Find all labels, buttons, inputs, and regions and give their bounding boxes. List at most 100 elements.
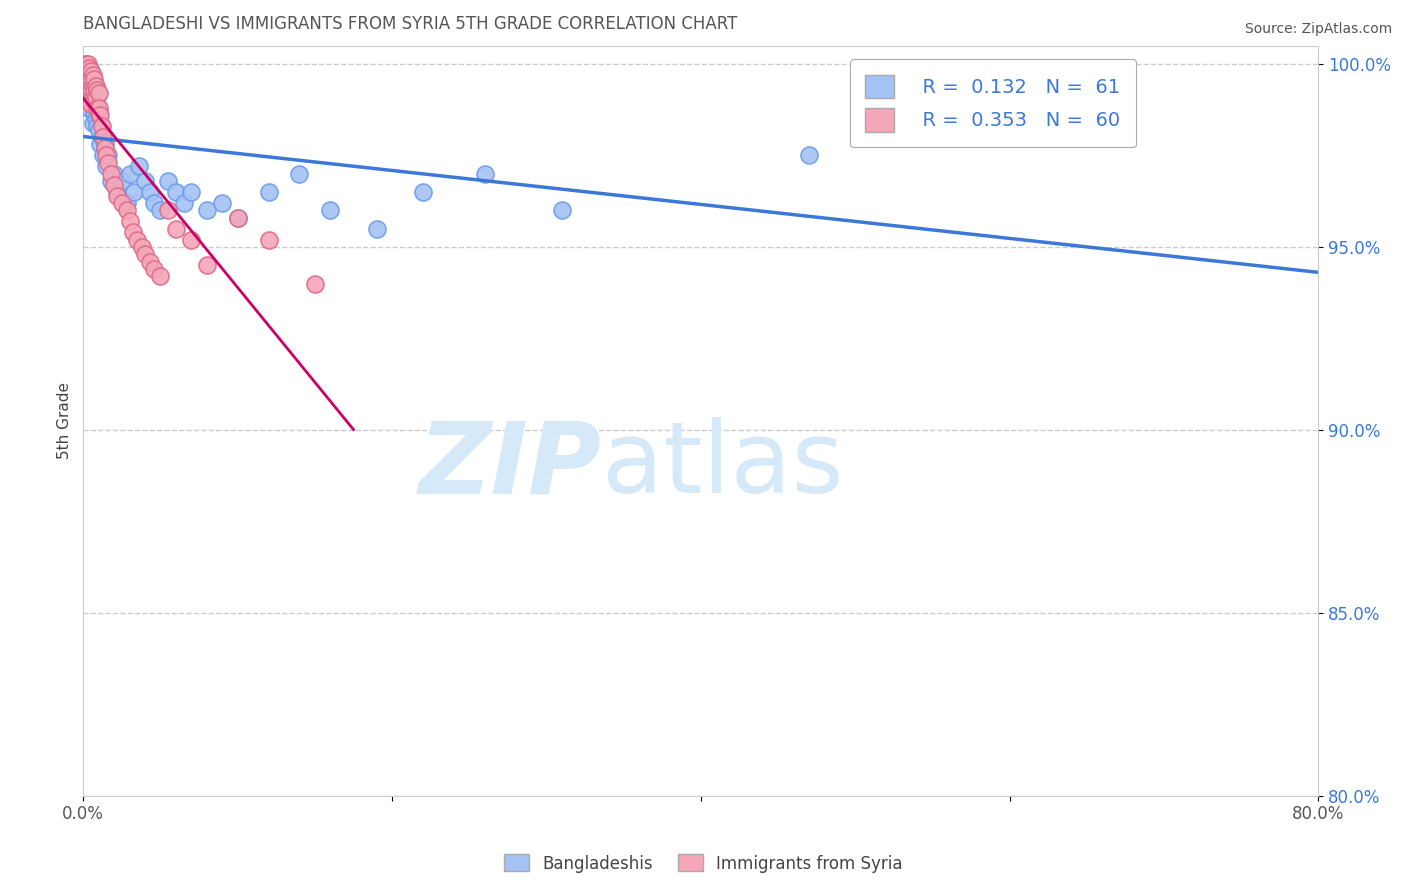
Point bbox=[149, 203, 172, 218]
Text: ZIP: ZIP bbox=[419, 417, 602, 514]
Point bbox=[195, 203, 218, 218]
Point bbox=[366, 221, 388, 235]
Point bbox=[86, 82, 108, 96]
Text: BANGLADESHI VS IMMIGRANTS FROM SYRIA 5TH GRADE CORRELATION CHART: BANGLADESHI VS IMMIGRANTS FROM SYRIA 5TH… bbox=[83, 15, 738, 33]
Point bbox=[75, 64, 97, 78]
Point bbox=[412, 185, 434, 199]
Point bbox=[173, 196, 195, 211]
Point bbox=[87, 108, 110, 122]
Point bbox=[80, 97, 103, 112]
Point bbox=[474, 167, 496, 181]
Point bbox=[79, 94, 101, 108]
Point bbox=[890, 130, 912, 145]
Point bbox=[73, 75, 96, 89]
Point bbox=[551, 203, 574, 218]
Point bbox=[134, 174, 156, 188]
Point bbox=[80, 78, 103, 93]
Point bbox=[77, 94, 100, 108]
Point bbox=[77, 78, 100, 93]
Point bbox=[86, 101, 108, 115]
Point bbox=[89, 137, 111, 152]
Point bbox=[83, 94, 105, 108]
Point bbox=[77, 57, 100, 71]
Point bbox=[73, 68, 96, 82]
Point bbox=[128, 160, 150, 174]
Point bbox=[105, 188, 128, 202]
Point bbox=[80, 64, 103, 78]
Point bbox=[157, 203, 180, 218]
Point bbox=[80, 82, 103, 96]
Point bbox=[84, 78, 107, 93]
Point bbox=[73, 68, 96, 82]
Point bbox=[96, 160, 118, 174]
Point bbox=[79, 101, 101, 115]
Point bbox=[75, 57, 97, 71]
Point bbox=[82, 78, 104, 93]
Point bbox=[105, 185, 128, 199]
Point bbox=[79, 87, 101, 101]
Point bbox=[122, 185, 145, 199]
Point bbox=[149, 269, 172, 284]
Point bbox=[90, 130, 112, 145]
Point bbox=[73, 57, 96, 71]
Point bbox=[77, 64, 100, 78]
Point bbox=[121, 225, 143, 239]
Point bbox=[77, 82, 100, 96]
Point bbox=[84, 94, 107, 108]
Point bbox=[257, 185, 280, 199]
Point bbox=[75, 75, 97, 89]
Point bbox=[77, 101, 100, 115]
Point bbox=[111, 174, 134, 188]
Point bbox=[134, 247, 156, 261]
Point bbox=[797, 148, 820, 162]
Point bbox=[75, 64, 97, 78]
Point bbox=[131, 240, 153, 254]
Point bbox=[165, 185, 187, 199]
Point bbox=[115, 203, 138, 218]
Point bbox=[77, 64, 100, 78]
Point bbox=[138, 254, 160, 268]
Point bbox=[100, 174, 122, 188]
Point bbox=[100, 167, 122, 181]
Point bbox=[97, 148, 120, 162]
Point bbox=[82, 82, 104, 96]
Point bbox=[84, 112, 107, 126]
Point bbox=[87, 87, 110, 101]
Point bbox=[73, 82, 96, 96]
Point bbox=[75, 82, 97, 96]
Point bbox=[77, 94, 100, 108]
Point bbox=[180, 233, 202, 247]
Point bbox=[83, 71, 105, 86]
Point bbox=[79, 78, 101, 93]
Point bbox=[103, 167, 125, 181]
Point bbox=[86, 119, 108, 133]
Point bbox=[73, 64, 96, 78]
Point bbox=[86, 101, 108, 115]
Point bbox=[84, 90, 107, 104]
Point bbox=[79, 61, 101, 75]
Point bbox=[165, 221, 187, 235]
Point bbox=[77, 71, 100, 86]
Point bbox=[87, 101, 110, 115]
Point bbox=[75, 75, 97, 89]
Point bbox=[115, 196, 138, 211]
Point bbox=[80, 94, 103, 108]
Point bbox=[75, 87, 97, 101]
Point bbox=[143, 196, 166, 211]
Point bbox=[83, 87, 105, 101]
Point bbox=[111, 196, 134, 211]
Y-axis label: 5th Grade: 5th Grade bbox=[58, 382, 72, 459]
Point bbox=[118, 167, 141, 181]
Point bbox=[73, 94, 96, 108]
Point bbox=[75, 68, 97, 82]
Point bbox=[319, 203, 342, 218]
Point bbox=[97, 155, 120, 169]
Point bbox=[79, 68, 101, 82]
Point bbox=[82, 68, 104, 82]
Point bbox=[87, 123, 110, 137]
Legend: Bangladeshis, Immigrants from Syria: Bangladeshis, Immigrants from Syria bbox=[496, 847, 910, 880]
Point bbox=[94, 141, 117, 155]
Point bbox=[96, 148, 118, 162]
Point bbox=[79, 71, 101, 86]
Point bbox=[93, 130, 115, 145]
